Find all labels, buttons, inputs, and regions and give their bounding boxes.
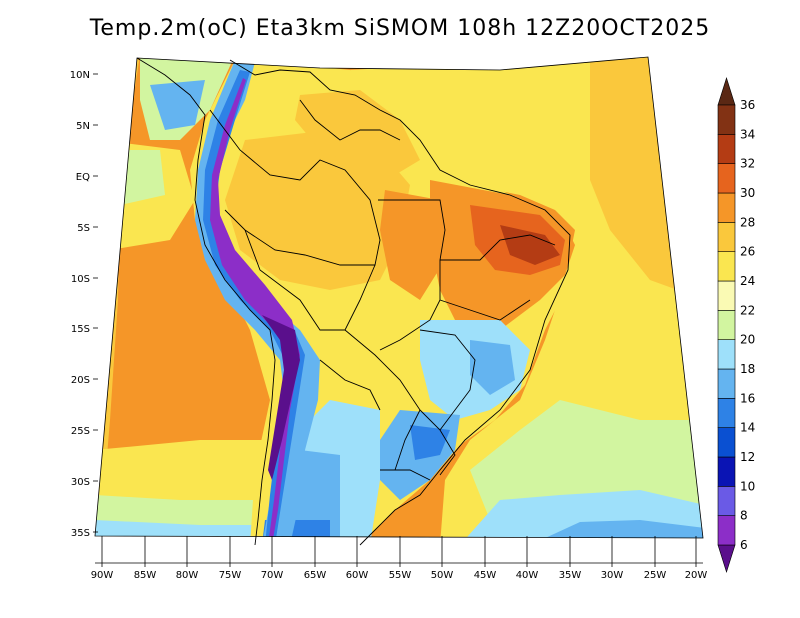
colorbar-swatch xyxy=(717,398,736,428)
lon-label: 45W xyxy=(474,570,497,581)
colorbar-swatch xyxy=(717,339,736,370)
colorbar-label: 8 xyxy=(740,509,748,523)
colorbar-label: 30 xyxy=(740,186,755,200)
colorbar-top-arrow xyxy=(717,77,736,106)
lon-label: 85W xyxy=(134,570,157,581)
temperature-field xyxy=(95,57,703,538)
colorbar-label: 26 xyxy=(740,245,755,259)
lon-label: 75W xyxy=(219,570,242,581)
colorbar-label: 18 xyxy=(740,362,755,376)
colorbar-swatch xyxy=(717,310,736,340)
lon-label: 80W xyxy=(176,570,199,581)
longitude-axis: 90W 85W 80W 75W 70W 65W 60W 55W 50W 45W … xyxy=(91,536,708,581)
lon-label: 70W xyxy=(261,570,284,581)
lat-label: 30S xyxy=(71,477,90,488)
lon-label: 25W xyxy=(644,570,667,581)
colorbar-label: 22 xyxy=(740,303,755,317)
colorbar-label: 6 xyxy=(740,538,748,552)
colorbar-swatch xyxy=(717,251,736,282)
lon-label: 90W xyxy=(91,570,114,581)
colorbar-swatch xyxy=(717,163,736,194)
lat-label: 10S xyxy=(71,274,90,285)
colorbar-swatch xyxy=(717,456,736,487)
colorbar-swatch xyxy=(717,134,736,164)
lat-label: 15S xyxy=(71,324,90,335)
colorbar-label: 32 xyxy=(740,157,755,171)
latitude-axis: 10N 5N EQ 5S 10S 15S 20S 25S 30S 35S xyxy=(70,70,98,539)
lat-label: 35S xyxy=(71,528,90,539)
colorbar-label: 10 xyxy=(740,479,755,493)
colorbar-swatch xyxy=(717,515,736,546)
lat-label: EQ xyxy=(76,172,90,183)
colorbar-label: 20 xyxy=(740,333,755,347)
political-boundaries xyxy=(136,57,571,546)
colorbar-swatch xyxy=(717,222,736,252)
colorbar-swatch xyxy=(717,427,736,458)
colorbar-label: 12 xyxy=(740,450,755,464)
colorbar-swatch xyxy=(717,104,736,135)
colorbar-swatch xyxy=(717,486,736,516)
lon-label: 20W xyxy=(685,570,708,581)
colorbar-label: 28 xyxy=(740,215,755,229)
colorbar-label: 34 xyxy=(740,127,755,141)
lat-label: 20S xyxy=(71,375,90,386)
lon-label: 35W xyxy=(559,570,582,581)
lon-label: 40W xyxy=(516,570,539,581)
colorbar-swatch xyxy=(717,192,736,223)
lon-label: 60W xyxy=(346,570,369,581)
colorbar: 6 8 10 12 14 16 18 20 22 24 26 28 30 32 34 36 xyxy=(717,77,755,573)
lon-label: 65W xyxy=(304,570,327,581)
lat-label: 25S xyxy=(71,426,90,437)
colorbar-bottom-arrow xyxy=(717,544,736,573)
lon-label: 50W xyxy=(431,570,454,581)
lat-label: 5S xyxy=(77,223,90,234)
map-title: Temp.2m(oC) Eta3km SiSMOM 108h 12Z20OCT2… xyxy=(89,16,711,41)
lat-label: 10N xyxy=(70,70,90,81)
colorbar-label: 16 xyxy=(740,391,755,405)
colorbar-swatch xyxy=(717,280,736,311)
lon-label: 30W xyxy=(601,570,624,581)
lat-label: 5N xyxy=(76,121,90,132)
colorbar-label: 14 xyxy=(740,421,755,435)
lon-label: 55W xyxy=(389,570,412,581)
colorbar-swatch xyxy=(717,368,736,399)
colorbar-label: 36 xyxy=(740,98,755,112)
colorbar-label: 24 xyxy=(740,274,755,288)
domain-outline xyxy=(94,56,704,539)
